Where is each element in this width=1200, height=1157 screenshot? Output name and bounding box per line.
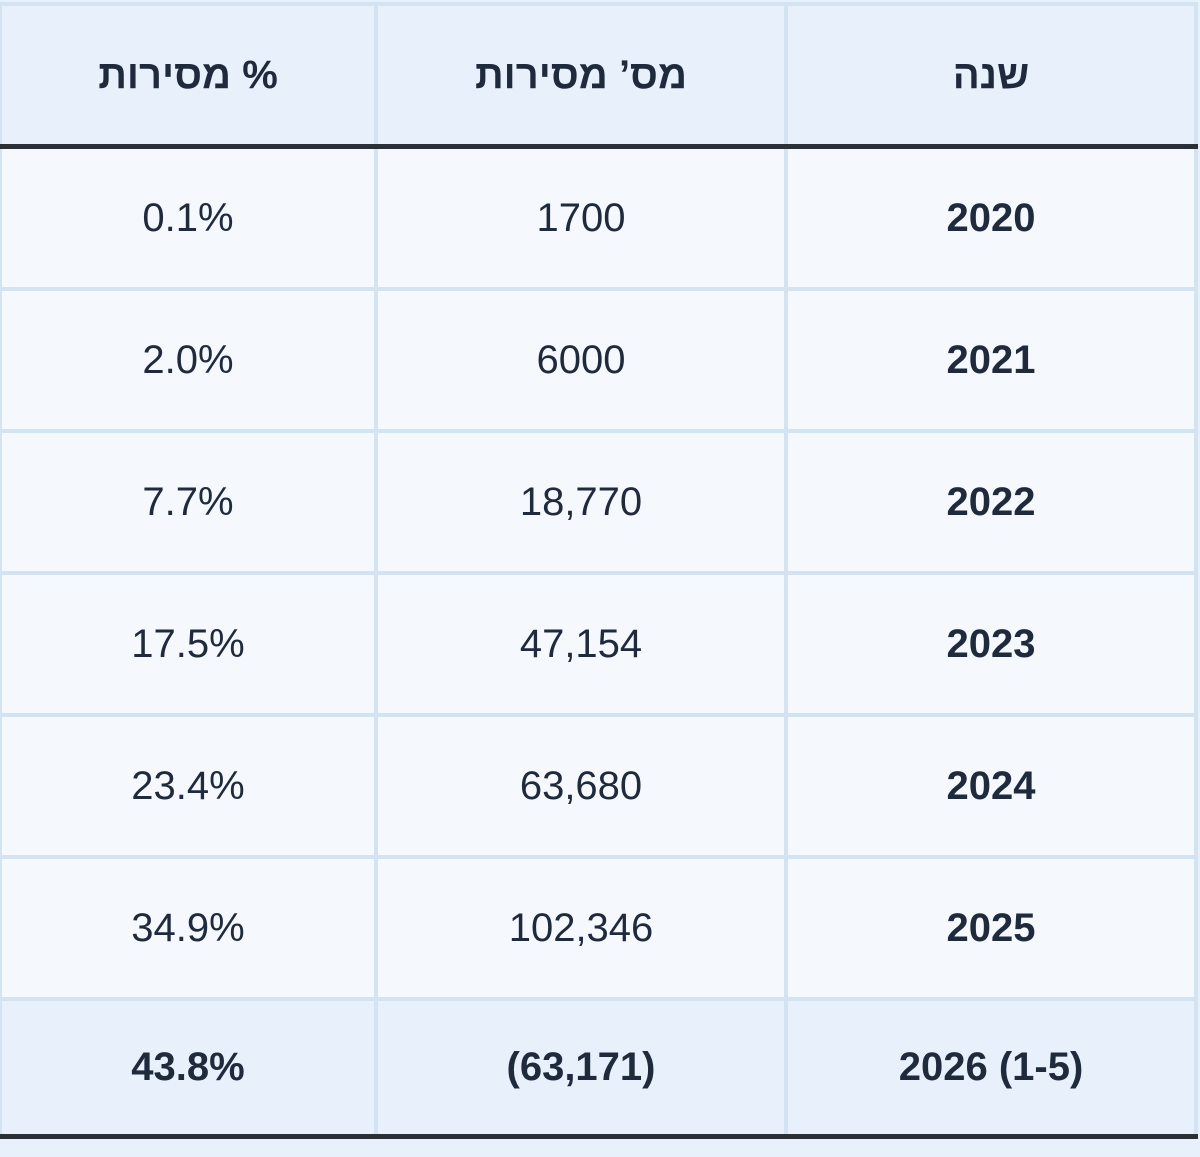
header-row: שנה מס’ מסירות% מסירות (0, 2, 1198, 149)
value-cell: 102,346 (374, 855, 788, 1001)
cell-text: 2025 (946, 905, 1036, 950)
cell-text: 102,346 (508, 905, 654, 950)
column-header: % מסירות (0, 2, 378, 149)
cell-text: 2022 (946, 479, 1036, 524)
cell-text: 0.1% (142, 195, 234, 240)
year-cell: 2022 (784, 429, 1198, 575)
table-row: 2020 1700 0.1% (0, 144, 1198, 291)
year-cell: 2025 (784, 855, 1198, 1001)
year-cell: 2026 (1-5) (784, 997, 1198, 1139)
year-cell: 2020 (784, 144, 1198, 291)
value-cell: 47,154 (374, 571, 788, 717)
cell-text: 2.0% (142, 337, 234, 382)
column-header: מס’ מסירות (374, 2, 788, 149)
table-row: 2025 102,346 34.9% (0, 855, 1198, 1001)
cell-text: 23.4% (131, 763, 245, 808)
value-cell: 1700 (374, 144, 788, 291)
cell-text: 47,154 (519, 621, 643, 666)
value-cell: 7.7% (0, 429, 378, 575)
year-cell: 2024 (784, 713, 1198, 859)
value-cell: 2.0% (0, 287, 378, 433)
value-cell: (63,171) (374, 997, 788, 1139)
cell-text: (63,171) (506, 1045, 656, 1089)
cell-text: 2023 (946, 621, 1036, 666)
cell-text: 17.5% (131, 621, 245, 666)
cell-text: 2024 (946, 763, 1036, 808)
cell-text: 63,680 (519, 763, 643, 808)
value-cell: 0.1% (0, 144, 378, 291)
value-cell: 6000 (374, 287, 788, 433)
column-header: שנה (784, 2, 1198, 149)
cell-text: 2026 (1-5) (898, 1045, 1084, 1089)
cell-text: 34.9% (131, 905, 245, 950)
value-cell: 17.5% (0, 571, 378, 717)
value-cell: 18,770 (374, 429, 788, 575)
value-cell: 23.4% (0, 713, 378, 859)
year-cell: 2021 (784, 287, 1198, 433)
table-row: 2021 6000 2.0% (0, 287, 1198, 433)
table-row: 2026 (1-5) (63,171) 43.8% (0, 997, 1198, 1139)
cell-text: 7.7% (142, 479, 234, 524)
year-cell: 2023 (784, 571, 1198, 717)
table-row: 2022 18,770 7.7% (0, 429, 1198, 575)
table-row: 2024 63,680 23.4% (0, 713, 1198, 859)
cell-text: 2021 (946, 337, 1036, 382)
cell-text: 43.8% (131, 1045, 245, 1089)
cell-text: 2020 (946, 195, 1036, 240)
cell-text: 18,770 (519, 479, 643, 524)
value-cell: 43.8% (0, 997, 378, 1139)
table-row: 2023 47,154 17.5% (0, 571, 1198, 717)
value-cell: 63,680 (374, 713, 788, 859)
value-cell: 34.9% (0, 855, 378, 1001)
cell-text: 1700 (536, 195, 626, 240)
cell-text: 6000 (536, 337, 626, 382)
